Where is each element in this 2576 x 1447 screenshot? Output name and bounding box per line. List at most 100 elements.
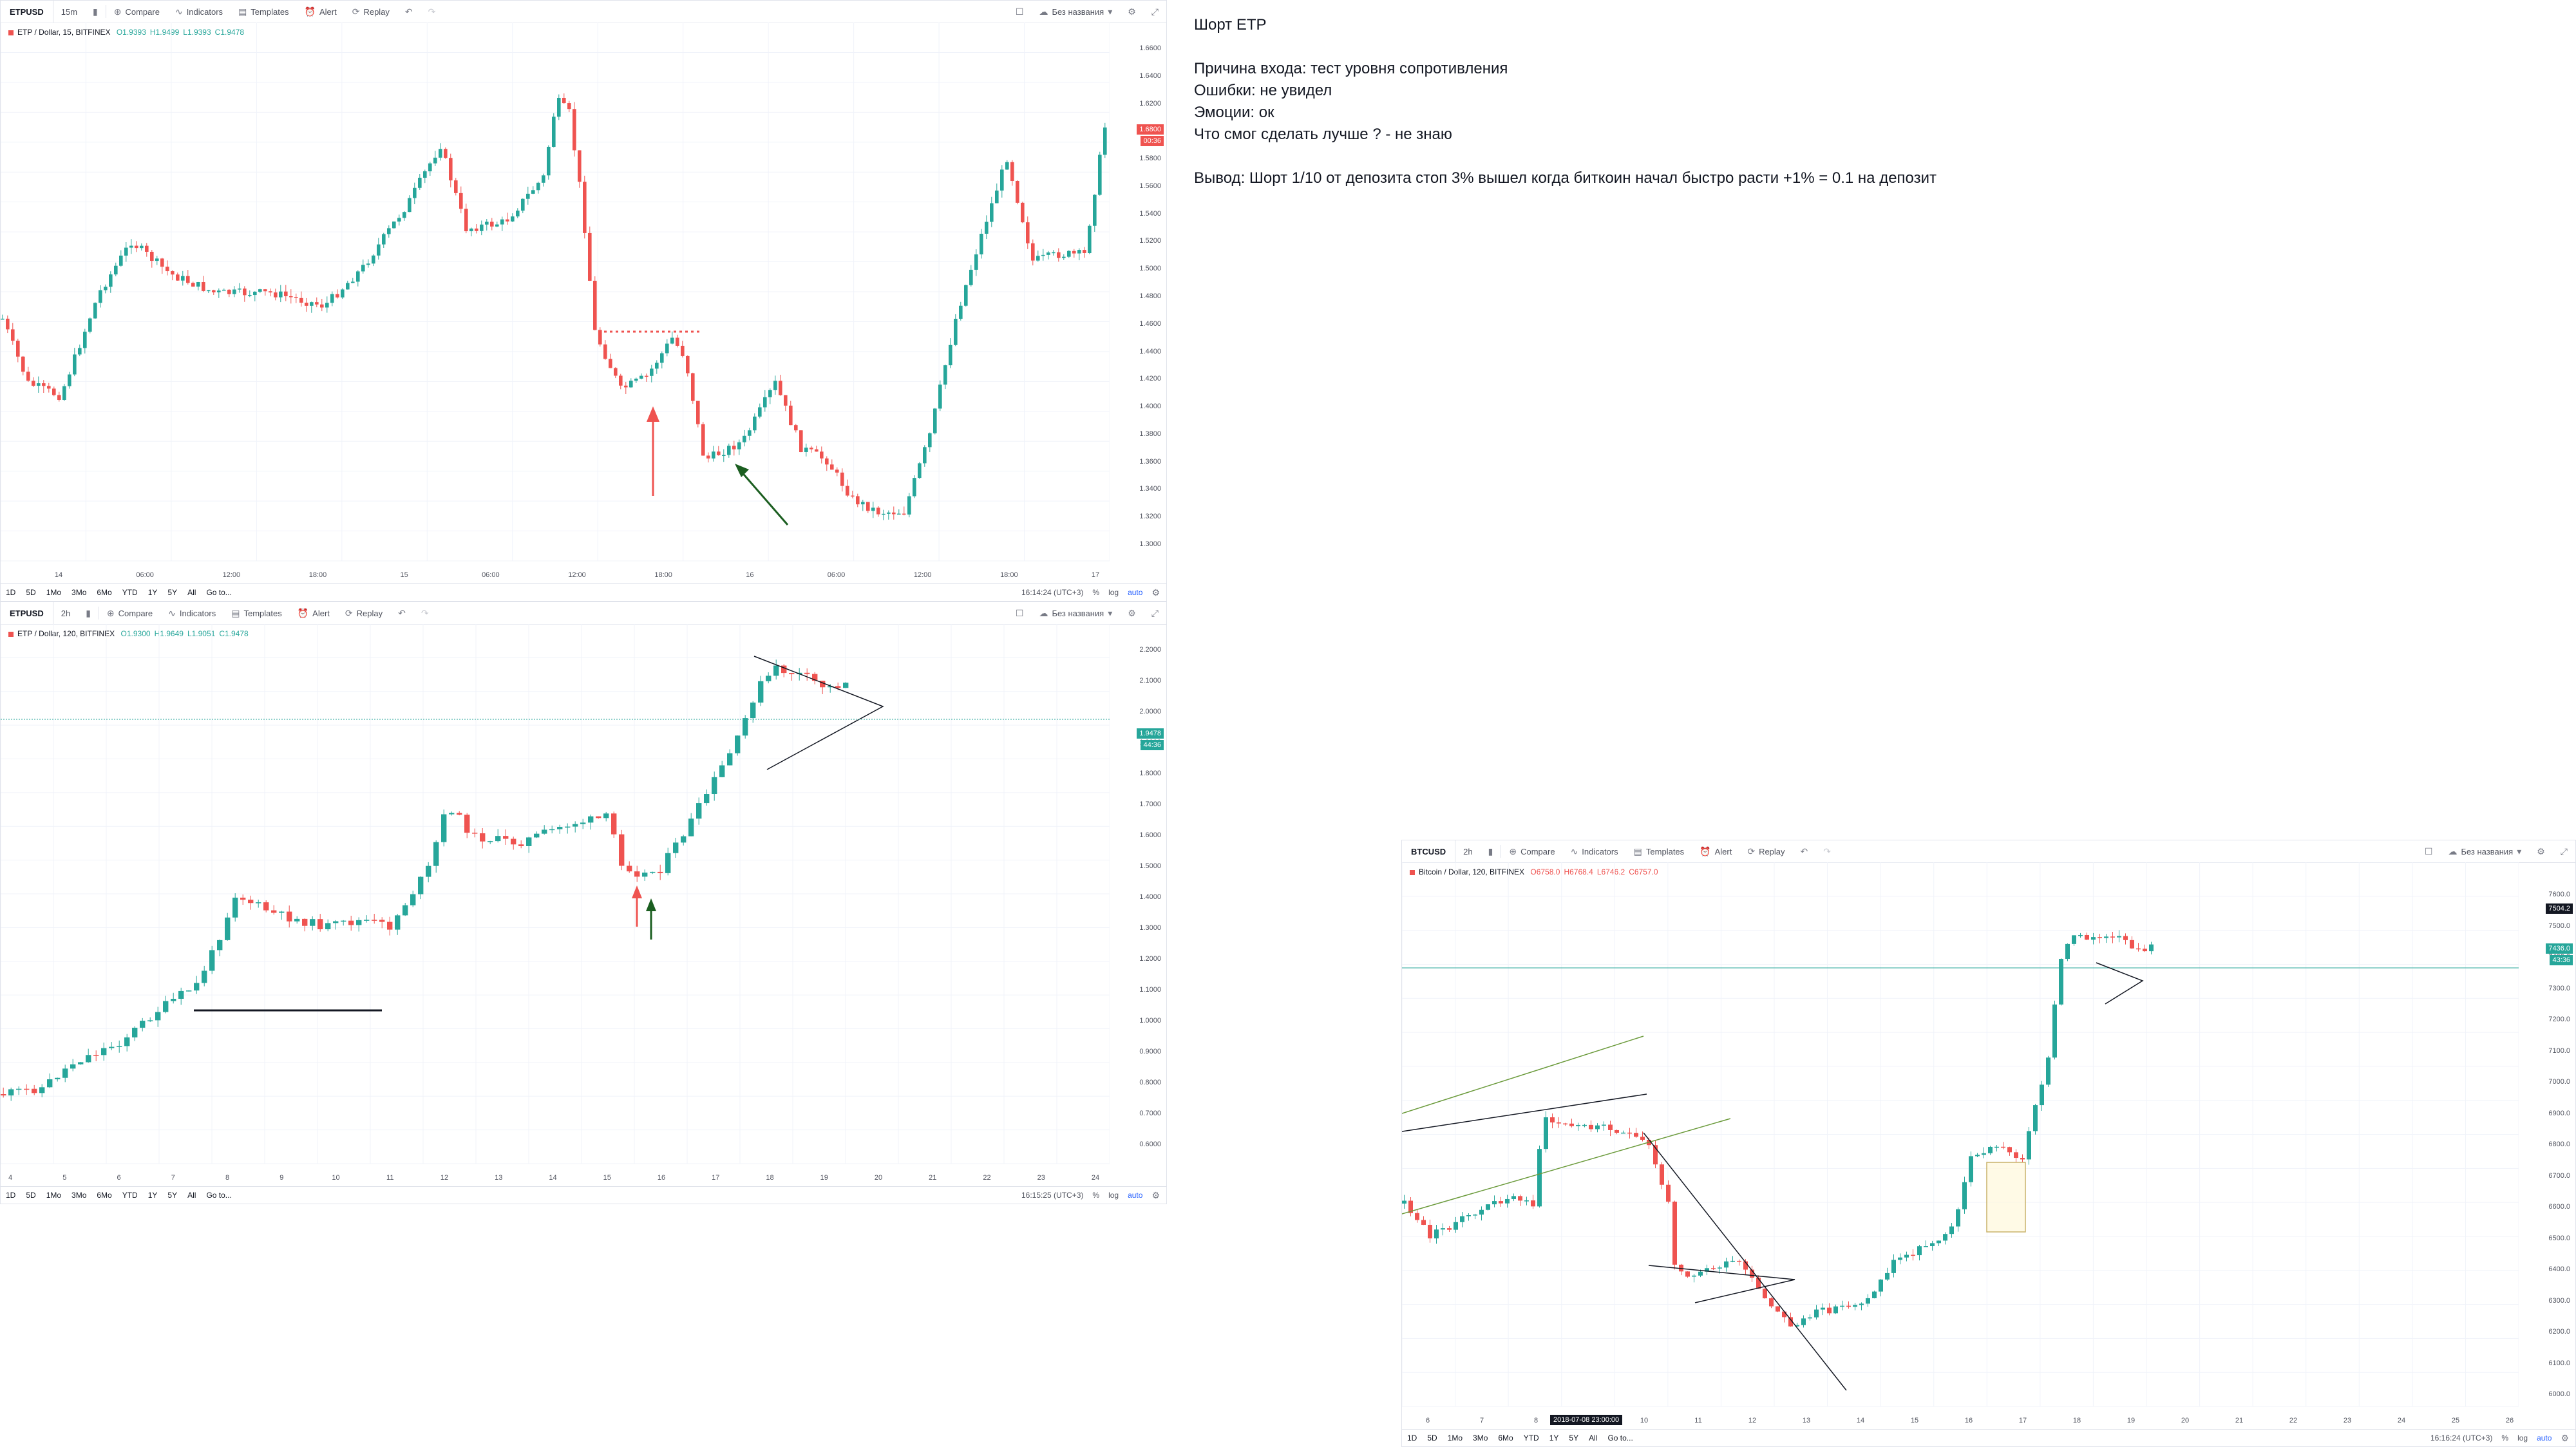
chart-panel-etp120[interactable]: ETPUSD 2h ▮ ⊕ Compare ∿ Indicators ▤ Templa… <box>0 601 1167 1204</box>
interval-button[interactable]: 2h <box>61 608 71 618</box>
chart-panel-btc120[interactable]: BTCUSD 2h ▮ ⊕ Compare ∿ Indicators ▤ Templa… <box>1401 840 2576 1447</box>
range-6Mo[interactable]: 6Mo <box>97 1191 112 1200</box>
log-scale-toggle[interactable]: log <box>1108 588 1119 597</box>
price-axis[interactable]: 1.66001.64001.62001.60001.58001.56001.54… <box>1108 23 1166 561</box>
settings-button[interactable]: ⚙ <box>1120 602 1144 624</box>
gear-icon[interactable]: ⚙ <box>1151 587 1160 598</box>
clock-time[interactable]: 16:16:24 (UTC+3) <box>2430 1433 2493 1442</box>
range-All[interactable]: All <box>187 1191 196 1200</box>
alert-button[interactable]: ⏰ Alert <box>304 6 337 17</box>
range-5D[interactable]: 5D <box>26 1191 36 1200</box>
clock-time[interactable]: 16:14:24 (UTC+3) <box>1021 588 1084 597</box>
replay-button[interactable]: ⟳ Replay <box>1747 846 1785 856</box>
range-3Mo[interactable]: 3Mo <box>1473 1433 1488 1442</box>
expand-button[interactable]: ⤢ <box>1144 1 1166 23</box>
chart-type-button[interactable]: ▮ <box>78 602 99 624</box>
indicators-button[interactable]: ∿ Indicators <box>1570 846 1618 856</box>
expand-button[interactable]: ⤢ <box>1144 602 1166 624</box>
interval-button[interactable]: 15m <box>61 6 78 17</box>
range-1Mo[interactable]: 1Mo <box>46 588 62 597</box>
layout-button[interactable]: ☁ Без названия ▾ <box>1039 6 1113 17</box>
time-axis[interactable]: 14 06:00 12:00 18:00 15 06:00 12:00 18:00 16 06:0… <box>1 569 1110 583</box>
range-6Mo[interactable]: 6Mo <box>97 588 112 597</box>
chart-type-button[interactable]: ▮ <box>1481 840 1501 862</box>
templates-button[interactable]: ▤ Templates <box>231 607 282 618</box>
percent-scale-toggle[interactable]: % <box>1092 588 1100 597</box>
fullscreen-toggle[interactable]: ☐ <box>1008 602 1032 624</box>
range-YTD[interactable]: YTD <box>1523 1433 1539 1442</box>
auto-scale-toggle[interactable]: auto <box>1128 1191 1143 1200</box>
gear-icon[interactable]: ⚙ <box>1151 1189 1160 1200</box>
percent-scale-toggle[interactable]: % <box>1092 1191 1100 1200</box>
alert-button[interactable]: ⏰ Alert <box>1700 846 1732 856</box>
price-axis[interactable]: 2.20002.10002.00001.90001.80001.70001.60… <box>1108 624 1166 1164</box>
range-1Mo[interactable]: 1Mo <box>1447 1433 1463 1442</box>
range-1D[interactable]: 1D <box>6 1191 16 1200</box>
layout-button[interactable]: ☁ Без названия ▾ <box>1039 607 1113 618</box>
redo-button[interactable]: ↷ <box>1815 840 1839 862</box>
undo-button[interactable]: ↶ <box>397 1 421 23</box>
range-YTD[interactable]: YTD <box>122 588 138 597</box>
alert-button[interactable]: ⏰ Alert <box>297 607 330 618</box>
indicators-button[interactable]: ∿ Indicators <box>175 6 223 17</box>
chart-type-button[interactable]: ▮ <box>85 1 106 23</box>
candlestick-plot[interactable] <box>1 23 1110 583</box>
candlestick-plot[interactable] <box>1 624 1110 1186</box>
range-3Mo[interactable]: 3Mo <box>71 1191 87 1200</box>
chart-panel-etp15[interactable]: ETPUSD 15m ▮ ⊕ Compare ∿ Indicators ▤ Templ… <box>0 0 1167 601</box>
range-1Y[interactable]: 1Y <box>1549 1433 1559 1442</box>
settings-button[interactable]: ⚙ <box>1120 1 1144 23</box>
clock-time[interactable]: 16:15:25 (UTC+3) <box>1021 1191 1084 1200</box>
range-1Y[interactable]: 1Y <box>147 588 158 597</box>
candle <box>1093 194 1097 226</box>
undo-button[interactable]: ↶ <box>390 602 413 624</box>
range-5D[interactable]: 5D <box>26 588 36 597</box>
symbol-search-button[interactable]: BTCUSD <box>1402 840 1456 862</box>
range-6Mo[interactable]: 6Mo <box>1498 1433 1513 1442</box>
compare-button[interactable]: ⊕ Compare <box>113 6 160 17</box>
symbol-search-button[interactable]: ETPUSD <box>1 1 53 23</box>
price-axis[interactable]: 7600.07500.07400.07300.07200.07100.07000… <box>2517 862 2575 1406</box>
compare-button[interactable]: ⊕ Compare <box>106 607 153 618</box>
interval-button[interactable]: 2h <box>1463 846 1473 856</box>
layout-button[interactable]: ☁ Без названия ▾ <box>2448 846 2522 856</box>
templates-button[interactable]: ▤ Templates <box>1633 846 1685 856</box>
range-1Mo[interactable]: 1Mo <box>46 1191 62 1200</box>
fullscreen-toggle[interactable]: ☐ <box>2417 840 2441 862</box>
range-YTD[interactable]: YTD <box>122 1191 138 1200</box>
range-All[interactable]: All <box>187 588 196 597</box>
fullscreen-toggle[interactable]: ☐ <box>1008 1 1032 23</box>
range-5D[interactable]: 5D <box>1427 1433 1437 1442</box>
settings-button[interactable]: ⚙ <box>2529 840 2553 862</box>
goto-button[interactable]: Go to... <box>206 1191 232 1200</box>
templates-button[interactable]: ▤ Templates <box>238 6 289 17</box>
indicators-button[interactable]: ∿ Indicators <box>168 607 216 618</box>
expand-button[interactable]: ⤢ <box>2553 840 2575 862</box>
range-1Y[interactable]: 1Y <box>147 1191 158 1200</box>
range-1D[interactable]: 1D <box>1407 1433 1417 1442</box>
range-3Mo[interactable]: 3Mo <box>71 588 87 597</box>
replay-button[interactable]: ⟳ Replay <box>345 607 383 618</box>
time-axis[interactable]: 4 5 6 7 8 9 10 11 12 13 14 15 16 17 18 19 20 21 22 23 24 <box>1 1171 1110 1186</box>
symbol-search-button[interactable]: ETPUSD <box>1 602 53 624</box>
range-1D[interactable]: 1D <box>6 588 16 597</box>
range-All[interactable]: All <box>1589 1433 1598 1442</box>
redo-button[interactable]: ↷ <box>413 602 437 624</box>
percent-scale-toggle[interactable]: % <box>2501 1433 2509 1442</box>
auto-scale-toggle[interactable]: auto <box>1128 588 1143 597</box>
range-5Y[interactable]: 5Y <box>167 1191 178 1200</box>
undo-button[interactable]: ↶ <box>1793 840 1816 862</box>
log-scale-toggle[interactable]: log <box>1108 1191 1119 1200</box>
replay-button[interactable]: ⟳ Replay <box>352 6 390 17</box>
auto-scale-toggle[interactable]: auto <box>2537 1433 2552 1442</box>
candle <box>1016 181 1019 203</box>
compare-button[interactable]: ⊕ Compare <box>1509 846 1555 856</box>
log-scale-toggle[interactable]: log <box>2517 1433 2528 1442</box>
goto-button[interactable]: Go to... <box>1607 1433 1633 1442</box>
goto-button[interactable]: Go to... <box>206 588 232 597</box>
range-5Y[interactable]: 5Y <box>167 588 178 597</box>
range-5Y[interactable]: 5Y <box>1569 1433 1579 1442</box>
gear-icon[interactable]: ⚙ <box>2561 1432 2569 1443</box>
redo-button[interactable]: ↷ <box>421 1 444 23</box>
candlestick-plot[interactable] <box>1402 862 2519 1428</box>
